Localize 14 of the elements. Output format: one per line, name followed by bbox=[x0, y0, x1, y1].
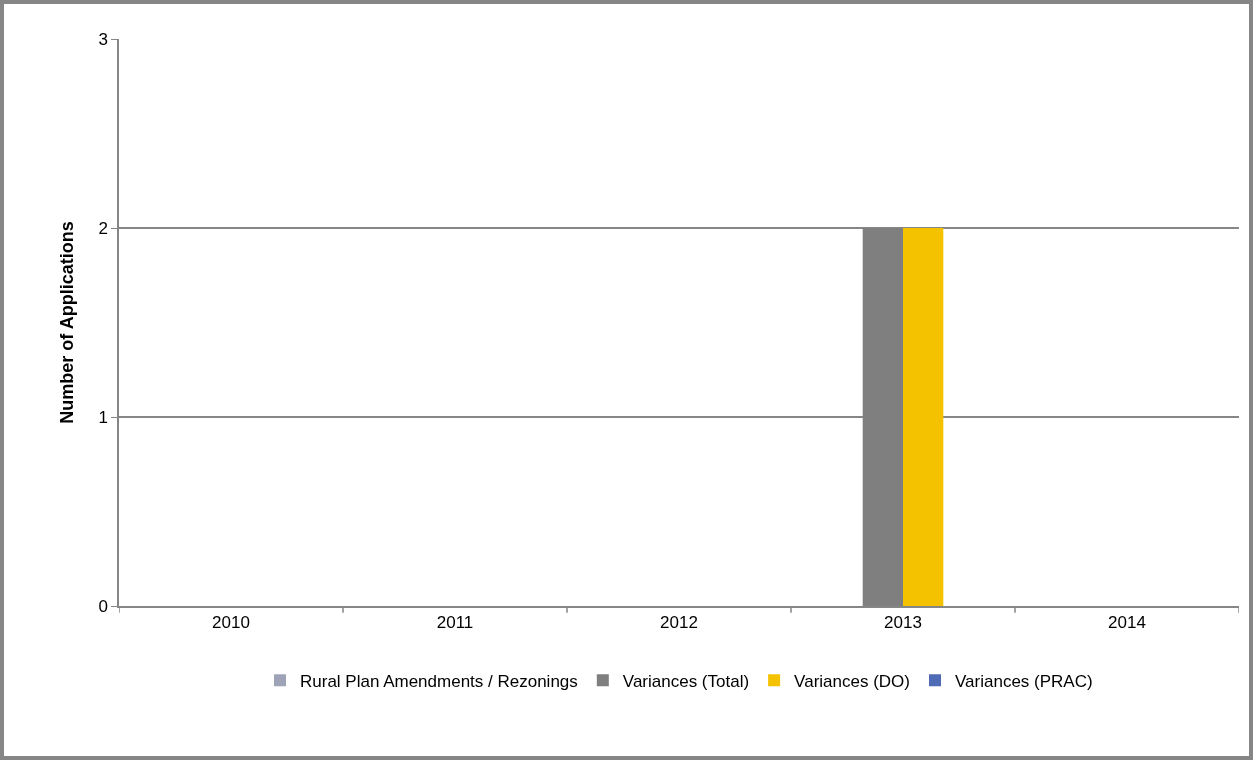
y-tick-label: 1 bbox=[98, 407, 108, 427]
x-tick-label: 2011 bbox=[436, 613, 474, 633]
legend-label: Variances (DO) bbox=[794, 671, 910, 691]
y-tick-label: 3 bbox=[98, 29, 108, 49]
x-tick-label: 2013 bbox=[884, 613, 922, 633]
legend-label: Variances (PRAC) bbox=[955, 671, 1093, 691]
y-tick-label: 0 bbox=[98, 596, 108, 616]
legend-label: Rural Plan Amendments / Rezonings bbox=[300, 671, 578, 691]
y-axis-title: Number of Applications bbox=[57, 221, 78, 424]
x-tick-label: 2010 bbox=[212, 613, 250, 633]
x-tick-label: 2012 bbox=[660, 613, 698, 633]
legend-label: Variances (Total) bbox=[622, 671, 750, 691]
y-tick-label: 2 bbox=[98, 218, 108, 238]
x-tick-label: 2014 bbox=[1108, 613, 1146, 633]
